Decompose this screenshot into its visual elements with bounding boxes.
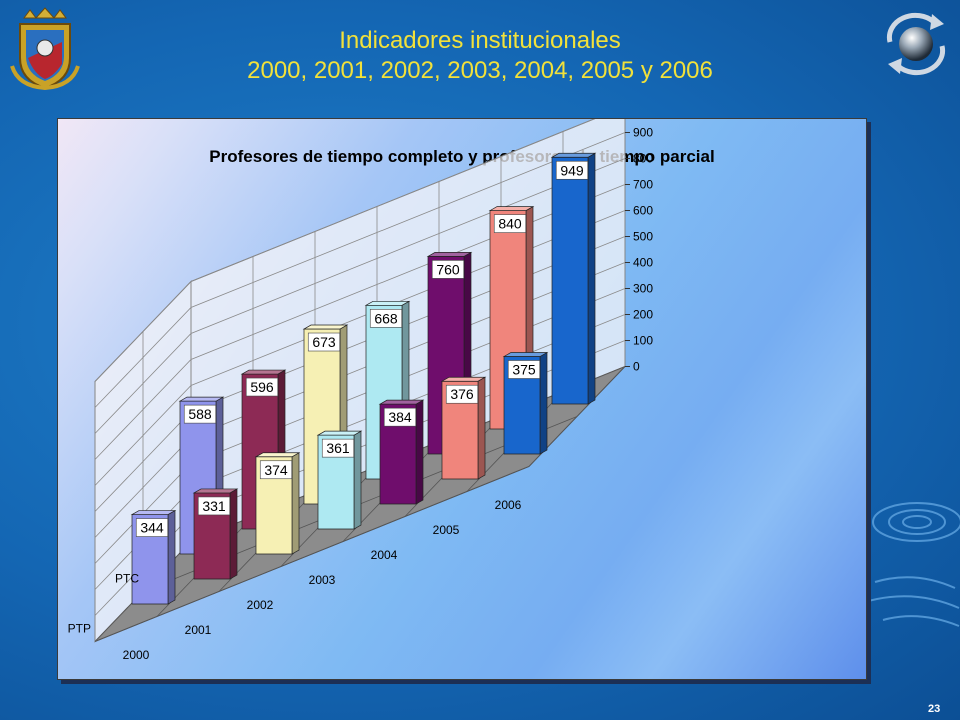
- z-tick-label: 300: [633, 282, 653, 296]
- bar-ptc-2006: 949: [550, 152, 597, 405]
- bar-top: [316, 430, 363, 436]
- data-label: 361: [326, 440, 350, 456]
- data-label-box: [507, 360, 541, 379]
- data-label: 376: [450, 386, 474, 402]
- bar-top: [550, 152, 597, 158]
- category-label: 2001: [185, 623, 212, 637]
- data-label-box: [445, 384, 479, 404]
- category-label: 2002: [247, 598, 274, 612]
- z-tick-label: 900: [633, 126, 653, 140]
- category-label: 2005: [433, 523, 460, 537]
- slide-title: Indicadores institucionales 2000, 2001, …: [0, 26, 960, 86]
- data-label: 374: [264, 462, 288, 478]
- bar-side: [291, 452, 300, 555]
- data-label-box: [321, 438, 355, 458]
- data-label: 949: [560, 162, 584, 178]
- data-label: 588: [188, 406, 212, 422]
- bar-ptp-2001: 331: [192, 488, 239, 580]
- data-label: 344: [140, 520, 164, 536]
- bar-top: [130, 510, 177, 515]
- bar-top: [426, 252, 473, 257]
- series-label: PTC: [115, 572, 139, 586]
- data-label-box: [307, 332, 341, 352]
- bar-top: [440, 376, 487, 382]
- data-label-box: [259, 460, 293, 480]
- globe-arrows-icon: [886, 12, 946, 76]
- z-tick-label: 500: [633, 230, 653, 244]
- data-label-box: [431, 260, 465, 279]
- data-label: 384: [388, 409, 412, 425]
- data-label-box: [135, 518, 169, 537]
- data-label-box: [197, 496, 231, 516]
- category-label: 2006: [495, 498, 522, 512]
- data-label-box: [555, 160, 589, 180]
- bar-top: [254, 452, 301, 458]
- data-label-box: [183, 404, 217, 424]
- data-label-box: [383, 407, 417, 427]
- data-label: 673: [312, 334, 336, 350]
- water-ripple-decoration: [864, 502, 960, 627]
- data-label: 760: [436, 261, 460, 277]
- series-label: PTP: [68, 622, 91, 636]
- bar-side: [353, 430, 362, 530]
- bar-ptp-2002: 374: [254, 452, 301, 555]
- bar-side: [477, 376, 486, 480]
- slide-number: 23: [928, 703, 941, 715]
- bar-side: [587, 152, 596, 405]
- bar-ptp-2006: 375: [502, 351, 549, 455]
- bar-top: [302, 324, 349, 330]
- floor-line: [94, 466, 530, 642]
- z-tick-label: 400: [633, 256, 653, 270]
- category-label: 2003: [309, 573, 336, 587]
- z-tick-label: 0: [633, 360, 640, 374]
- chart-area: Profesores de tiempo completo y profesor…: [57, 118, 867, 680]
- slide-title-line-2: 2000, 2001, 2002, 2003, 2004, 2005 y 200…: [247, 57, 713, 84]
- bar-front: [551, 156, 589, 405]
- category-label: 2000: [123, 648, 150, 662]
- bar-ptp-2004: 384: [378, 399, 425, 505]
- bar-side: [539, 351, 548, 455]
- data-label: 668: [374, 310, 398, 326]
- slide-title-line-1: Indicadores institucionales: [339, 27, 621, 54]
- data-label: 331: [202, 498, 226, 514]
- data-label-box: [245, 377, 279, 397]
- bar-ptp-2005: 376: [440, 376, 487, 480]
- z-tick-label: 800: [633, 152, 653, 166]
- bar-top: [488, 206, 535, 211]
- bar-ptp-2003: 361: [316, 430, 363, 530]
- data-label-box: [369, 309, 403, 328]
- bar-side: [167, 509, 176, 605]
- z-tick-label: 200: [633, 308, 653, 322]
- bar-top: [240, 369, 287, 375]
- z-tick-label: 600: [633, 204, 653, 218]
- bar-side: [415, 399, 424, 505]
- category-label: 2004: [371, 548, 398, 562]
- bar-top: [502, 352, 549, 357]
- bar-top: [378, 399, 425, 405]
- data-label: 596: [250, 379, 274, 395]
- data-label: 840: [498, 216, 522, 232]
- bar-ptp-2000: 344: [130, 509, 177, 605]
- data-label-box: [493, 214, 527, 233]
- bar-top: [364, 300, 411, 306]
- bar-side: [229, 488, 238, 580]
- data-label: 375: [512, 362, 536, 378]
- university-seal-icon: [10, 7, 80, 90]
- z-tick-label: 100: [633, 334, 653, 348]
- bar-top: [192, 488, 239, 494]
- z-tick-label: 700: [633, 178, 653, 192]
- bar-top: [178, 396, 225, 402]
- chart-plot: 0100200300400500600700800900100094984076…: [68, 119, 653, 662]
